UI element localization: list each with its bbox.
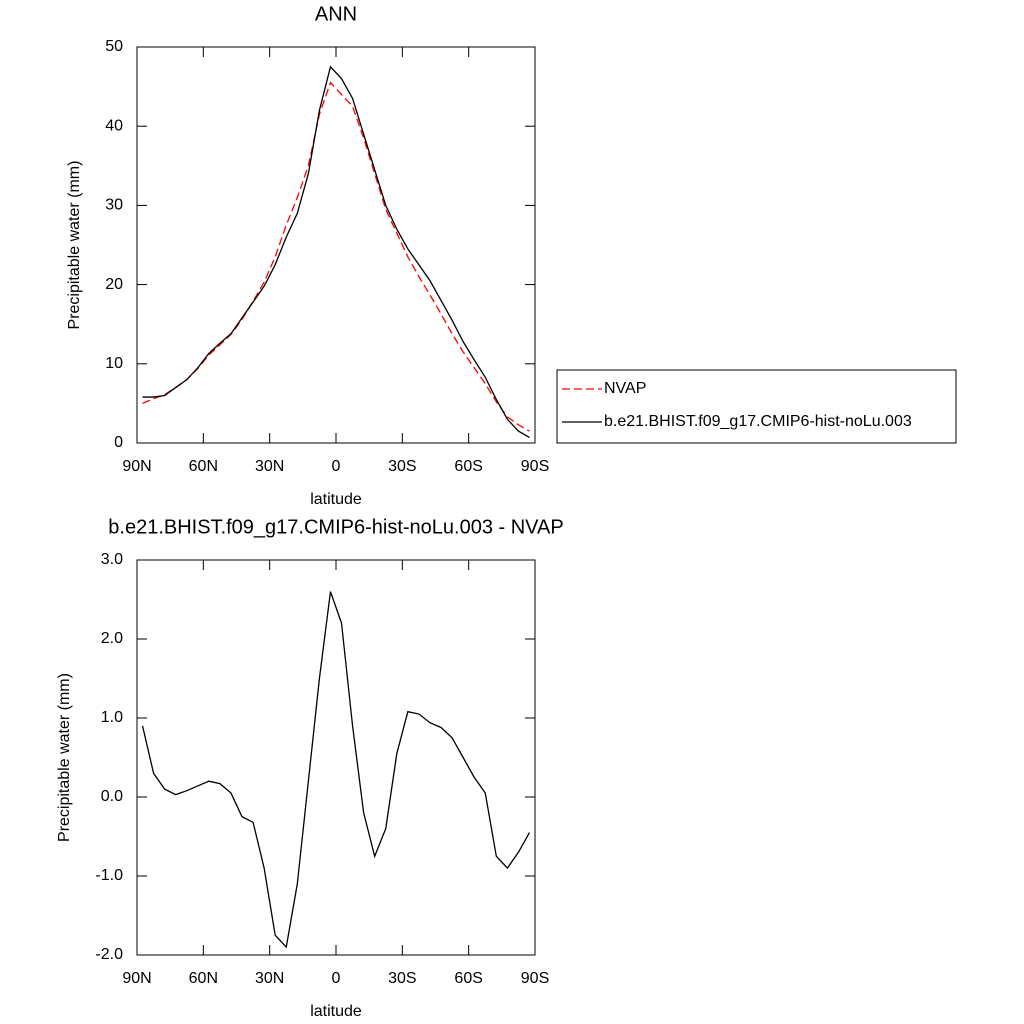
x-tick-label: 30S	[388, 970, 416, 987]
x-axis-label: latitude	[310, 1003, 362, 1020]
x-tick-label: 90N	[122, 970, 151, 987]
x-tick-label: 0	[332, 458, 341, 475]
legend-box	[556, 369, 957, 444]
y-tick-label: 10	[105, 355, 123, 372]
x-tick-label: 90S	[521, 970, 549, 987]
x-axis-label: latitude	[310, 491, 362, 508]
y-tick-label: 2.0	[101, 630, 123, 647]
y-tick-label: 40	[105, 117, 123, 134]
legend-label: b.e21.BHIST.f09_g17.CMIP6-hist-noLu.003	[604, 413, 912, 430]
data-line	[141, 591, 531, 949]
y-tick-label: 0.0	[101, 788, 123, 805]
data-line	[142, 65, 530, 439]
x-tick-label: 60S	[454, 970, 482, 987]
y-tick-label: 1.0	[101, 709, 123, 726]
x-tick-label: 0	[332, 970, 341, 987]
y-tick-label: 0	[114, 434, 123, 451]
y-tick-label: 50	[105, 38, 123, 55]
y-tick-label: -2.0	[95, 946, 123, 963]
y-tick-label: -1.0	[95, 867, 123, 884]
x-tick-label: 30S	[388, 458, 416, 475]
legend-label: NVAP	[604, 380, 646, 397]
x-tick-label: 60S	[454, 458, 482, 475]
x-tick-label: 60N	[189, 458, 218, 475]
chart-title: ANN	[315, 3, 357, 25]
data-line	[142, 81, 530, 432]
y-tick-label: 20	[105, 276, 123, 293]
x-tick-label: 30N	[255, 458, 284, 475]
y-axis-label: Precipitable water (mm)	[66, 161, 83, 330]
x-tick-label: 90S	[521, 458, 549, 475]
chart-title: b.e21.BHIST.f09_g17.CMIP6-hist-noLu.003 …	[108, 516, 563, 538]
plot-frame	[136, 559, 536, 956]
y-tick-label: 30	[105, 197, 123, 214]
y-tick-label: 3.0	[101, 551, 123, 568]
x-tick-label: 30N	[255, 970, 284, 987]
y-axis-label: Precipitable water (mm)	[56, 673, 73, 842]
x-tick-label: 90N	[122, 458, 151, 475]
plot-frame	[136, 46, 536, 444]
x-tick-label: 60N	[189, 970, 218, 987]
